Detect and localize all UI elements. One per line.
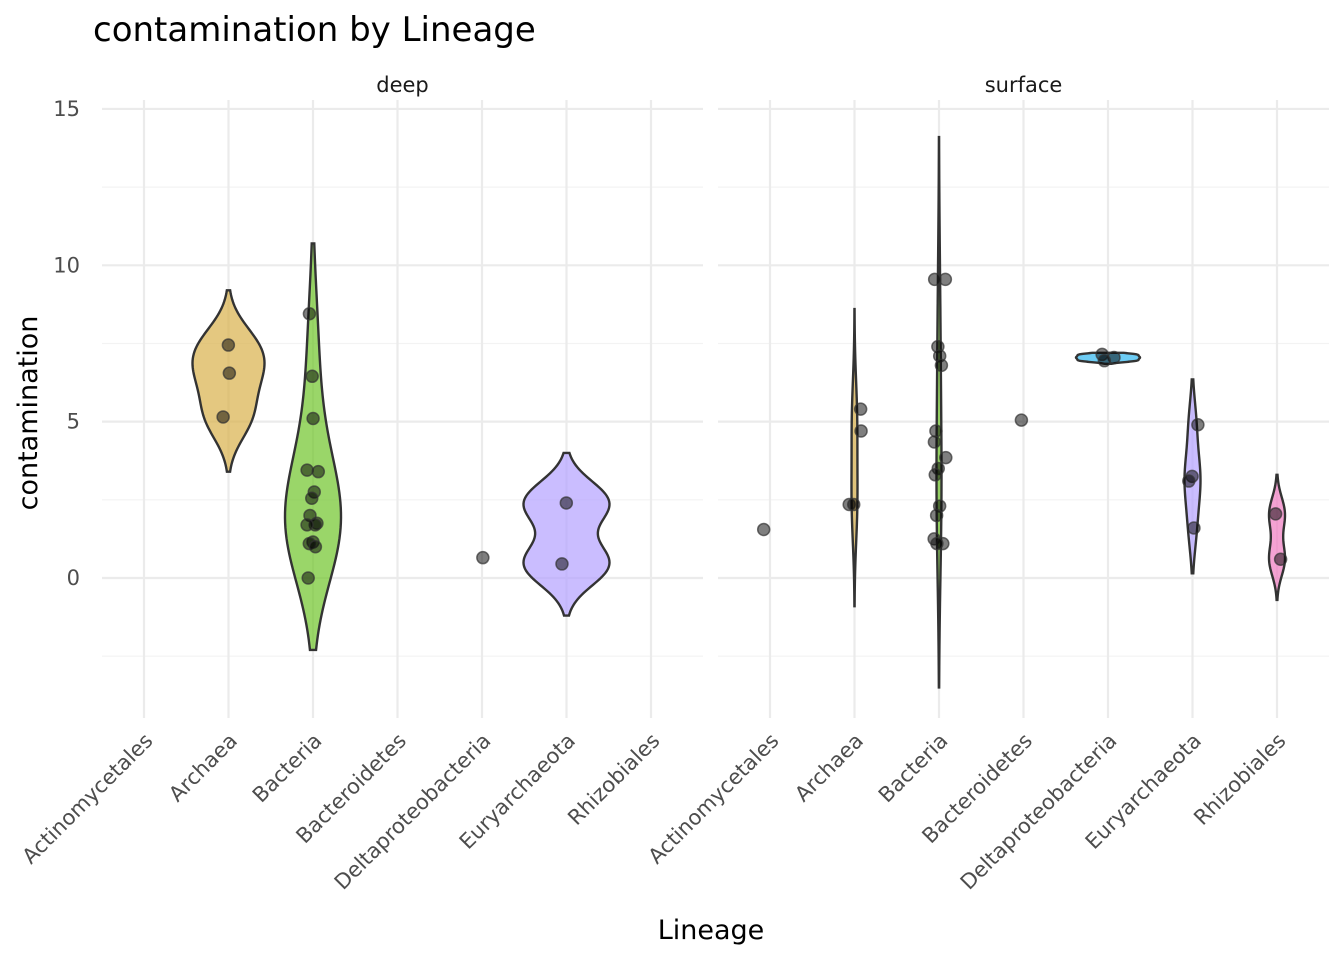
data-point [1182, 474, 1196, 488]
y-axis-title: contamination [13, 316, 44, 511]
x-tick-label: Actinomycetales [644, 729, 784, 869]
data-point [930, 536, 944, 551]
x-tick-label: Bacteria [874, 729, 953, 808]
data-point [308, 539, 323, 554]
data-point [929, 508, 944, 523]
data-point [300, 518, 314, 532]
data-point [221, 338, 236, 352]
x-tick-label: Bacteria [248, 729, 327, 808]
violin-deep-euryarchaeota [522, 451, 611, 617]
violin-surface-archaea [850, 307, 859, 608]
y-tick-label: 15 [53, 97, 80, 121]
data-point [1014, 413, 1029, 427]
data-point [476, 550, 490, 565]
data-point [1268, 507, 1283, 521]
x-tick-label: Rhizobiales [1189, 729, 1290, 830]
y-tick-label: 10 [53, 253, 80, 277]
x-tick-label: Rhizobiales [563, 729, 664, 830]
data-point [1191, 418, 1205, 432]
x-tick-label: Deltaproteobacteria [956, 729, 1122, 895]
data-point [301, 571, 315, 585]
x-tick-label: Archaea [790, 729, 868, 807]
data-point [555, 557, 569, 571]
data-point [927, 435, 942, 449]
data-point [216, 410, 230, 424]
data-point [1097, 353, 1112, 368]
data-point [854, 424, 868, 438]
facet-label-surface: surface [985, 73, 1063, 97]
data-point [311, 464, 326, 479]
x-tick-label: Actinomycetales [18, 729, 158, 869]
data-point [939, 450, 953, 465]
data-point [302, 307, 317, 321]
violin-surface-rhizobiales [1267, 473, 1287, 602]
facet-label-deep: deep [376, 73, 429, 97]
data-point [929, 424, 943, 438]
x-axis-title: Lineage [658, 915, 765, 946]
data-point [1187, 521, 1201, 535]
y-tick-label: 0 [67, 566, 80, 590]
x-tick-label: Archaea [164, 729, 242, 807]
data-point [559, 496, 574, 510]
data-point [1273, 552, 1288, 566]
data-point [300, 463, 314, 477]
violin-deep-archaea [191, 289, 266, 473]
data-point [934, 358, 949, 373]
x-tick-label: Deltaproteobacteria [330, 729, 496, 895]
data-point [846, 497, 861, 512]
data-point [927, 272, 942, 287]
data-point [756, 522, 771, 537]
data-point [306, 411, 320, 426]
data-point [305, 369, 319, 384]
data-point [305, 491, 319, 506]
data-point [928, 468, 943, 482]
y-tick-label: 5 [67, 410, 80, 434]
violin-deep-bacteria [283, 242, 343, 652]
chart-title: contamination by Lineage [93, 10, 536, 50]
data-point [853, 402, 868, 416]
violin-surface-bacteria [935, 135, 943, 689]
data-point [222, 366, 237, 380]
